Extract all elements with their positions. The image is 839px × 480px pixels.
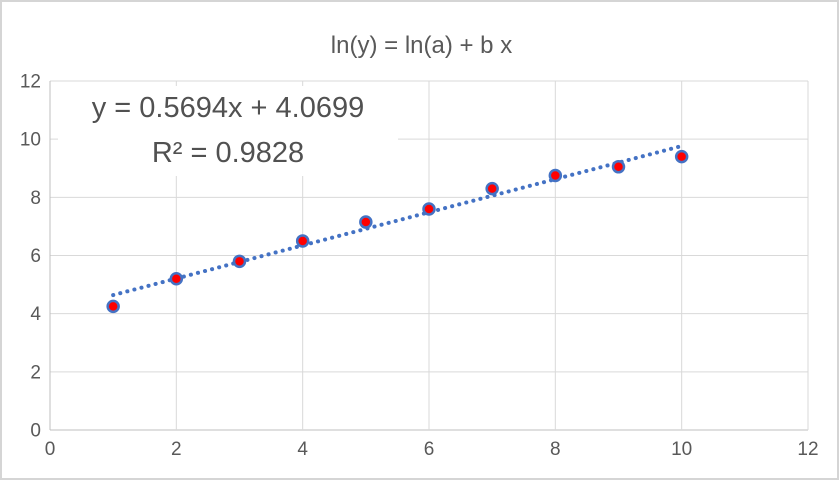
- data-point[interactable]: [359, 215, 373, 229]
- r-squared-line: R² = 0.9828: [151, 137, 305, 169]
- y-axis-tick-label: 2: [30, 362, 41, 383]
- x-axis-tick-label: 8: [550, 439, 561, 460]
- data-point[interactable]: [485, 181, 499, 196]
- trendline-equation-label[interactable]: y = 0.5694x + 4.0699 R² = 0.9828: [58, 86, 398, 176]
- x-axis-tick-label: 0: [45, 439, 56, 460]
- data-point[interactable]: [106, 299, 120, 314]
- y-axis-tick-label: 8: [30, 188, 41, 209]
- y-axis-tick-label: 12: [20, 72, 41, 93]
- x-axis-tick-label: 10: [671, 439, 692, 460]
- x-axis-tick-label: 12: [797, 439, 818, 460]
- y-axis-tick-label: 4: [30, 304, 41, 325]
- x-axis-tick-label: 6: [424, 439, 435, 460]
- y-axis-tick-label: 0: [30, 421, 41, 442]
- y-axis-tick-label: 6: [30, 246, 41, 267]
- chart-title[interactable]: ln(y) = ln(a) + b x: [330, 32, 513, 59]
- equation-line: y = 0.5694x + 4.0699: [91, 92, 365, 124]
- x-axis-tick-label: 2: [171, 439, 182, 460]
- data-point[interactable]: [548, 168, 563, 183]
- data-point[interactable]: [611, 160, 626, 174]
- y-axis-tick-label: 10: [20, 130, 41, 151]
- trendline[interactable]: [111, 144, 684, 298]
- data-point[interactable]: [232, 254, 247, 269]
- x-axis-tick-label: 4: [297, 439, 308, 460]
- data-point[interactable]: [674, 149, 689, 164]
- data-point[interactable]: [295, 234, 310, 248]
- data-point[interactable]: [422, 202, 436, 216]
- data-point[interactable]: [169, 272, 184, 286]
